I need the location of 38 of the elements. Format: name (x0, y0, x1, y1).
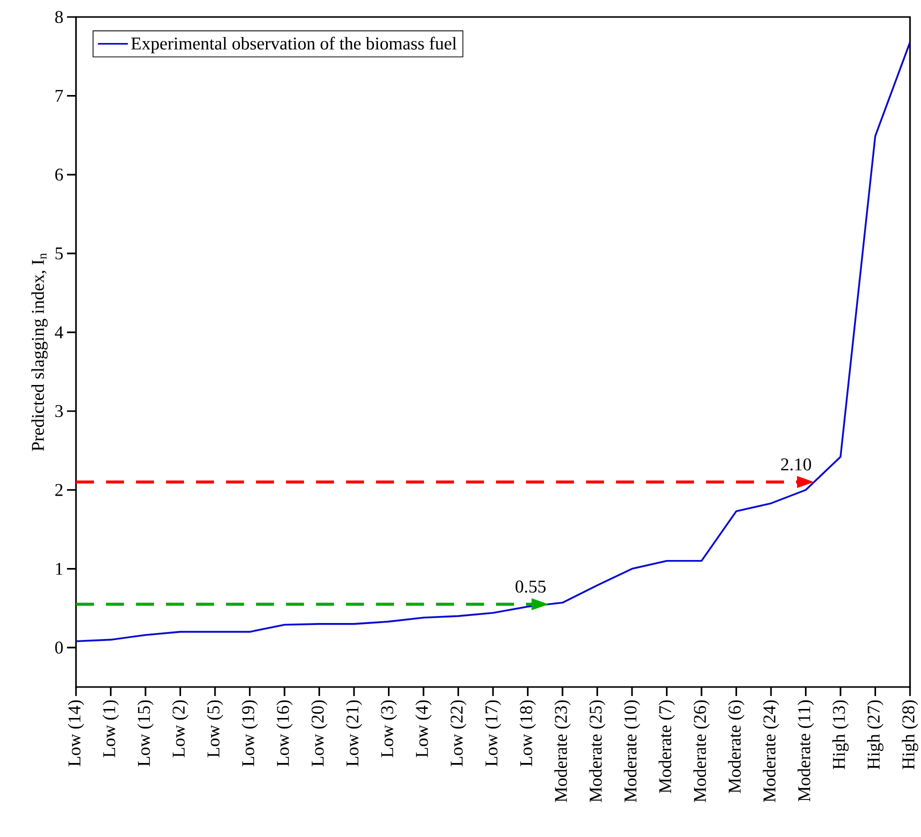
x-tick-label: Moderate (10) (624, 700, 640, 802)
x-tick-label: Low (14) (68, 700, 84, 766)
x-tick-label: Low (21) (346, 700, 362, 766)
x-tick-label: Moderate (25) (589, 700, 606, 802)
y-tick-label: 6 (55, 168, 63, 181)
x-tick-label: Low (18) (520, 700, 536, 766)
legend-label: Experimental observation of the biomass fuel (131, 36, 457, 54)
y-axis-title: Predicted slagging index, I$_{n}$ (31, 253, 48, 451)
y-tick-label: 5 (56, 248, 63, 260)
x-tick-label: Moderate (11) (798, 700, 814, 802)
y-tick-label: 3 (55, 405, 63, 418)
x-tick-label: Low (19) (242, 700, 258, 766)
x-tick-label: Low (20) (311, 700, 328, 766)
x-tick-label: Low (17) (484, 700, 502, 766)
x-tick-label: Moderate (26) (693, 700, 710, 802)
y-tick-label: 7 (56, 90, 63, 102)
x-tick-label: Moderate (7) (658, 700, 675, 794)
x-tick-label: Moderate (6) (728, 700, 744, 794)
x-tick-label: Low (3) (380, 700, 397, 758)
x-tick-label: High (28) (902, 700, 918, 770)
x-tick-label: High (27) (867, 700, 884, 770)
y-tick-label: 8 (55, 10, 63, 24)
ref-line-label: 0.55 (516, 580, 546, 593)
x-tick-label: Low (16) (276, 700, 293, 766)
y-tick-label: 1 (56, 562, 62, 575)
y-tick-label: 4 (54, 326, 64, 338)
x-tick-label: Low (15) (137, 700, 154, 766)
x-tick-label: Low (4) (415, 700, 432, 758)
x-tick-label: Low (2) (172, 700, 188, 758)
ref-line-label: 2.10 (781, 458, 812, 471)
y-tick-label: 2 (55, 484, 62, 496)
x-tick-label: Low (1) (102, 700, 119, 758)
y-tick-label: 0 (55, 642, 63, 654)
x-tick-label: Moderate (23) (554, 700, 571, 802)
x-tick-label: Low (22) (450, 700, 466, 766)
x-tick-label: Moderate (24) (762, 700, 780, 802)
x-tick-label: Low (5) (206, 700, 224, 758)
x-tick-label: High (13) (832, 700, 849, 770)
